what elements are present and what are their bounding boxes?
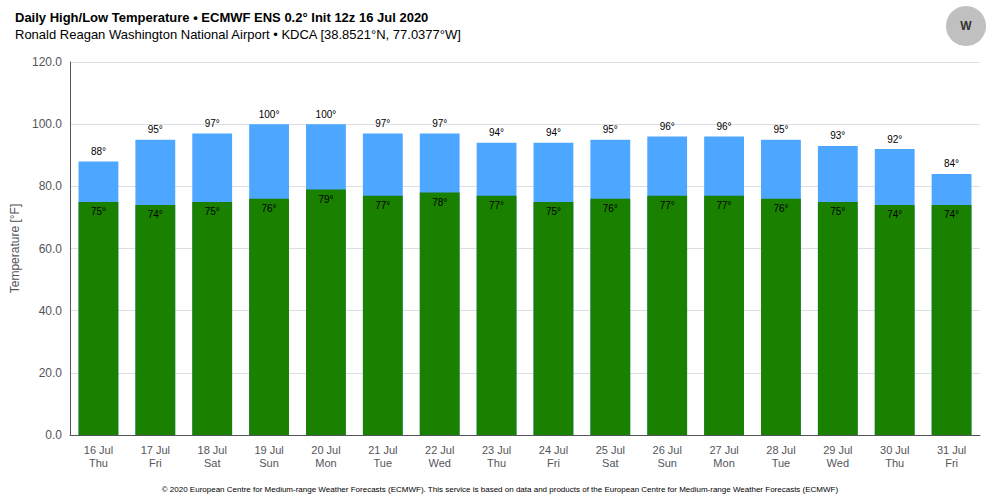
- svg-text:94°: 94°: [489, 127, 504, 138]
- svg-text:Fri: Fri: [547, 457, 560, 469]
- svg-text:40.0: 40.0: [39, 304, 63, 318]
- svg-text:30 Jul: 30 Jul: [880, 444, 909, 456]
- svg-text:92°: 92°: [887, 134, 902, 145]
- svg-text:28 Jul: 28 Jul: [766, 444, 795, 456]
- svg-text:100.0: 100.0: [32, 117, 62, 131]
- svg-text:75°: 75°: [91, 206, 106, 217]
- svg-text:84°: 84°: [944, 158, 959, 169]
- svg-text:Mon: Mon: [713, 457, 734, 469]
- svg-text:75°: 75°: [830, 206, 845, 217]
- svg-text:75°: 75°: [546, 206, 561, 217]
- svg-text:21 Jul: 21 Jul: [368, 444, 397, 456]
- svg-text:97°: 97°: [432, 118, 447, 129]
- svg-text:120.0: 120.0: [32, 55, 62, 69]
- svg-text:97°: 97°: [375, 118, 390, 129]
- svg-text:78°: 78°: [432, 197, 447, 208]
- svg-text:Thu: Thu: [885, 457, 904, 469]
- svg-text:Temperature [°F]: Temperature [°F]: [8, 204, 22, 294]
- svg-text:Mon: Mon: [315, 457, 336, 469]
- svg-text:77°: 77°: [717, 200, 732, 211]
- svg-text:Sat: Sat: [602, 457, 619, 469]
- svg-text:94°: 94°: [546, 127, 561, 138]
- svg-text:77°: 77°: [660, 200, 675, 211]
- svg-text:Ronald Reagan Washington Natio: Ronald Reagan Washington National Airpor…: [15, 27, 461, 42]
- svg-text:77°: 77°: [375, 200, 390, 211]
- svg-text:80.0: 80.0: [39, 179, 63, 193]
- svg-text:100°: 100°: [316, 109, 337, 120]
- svg-text:Fri: Fri: [945, 457, 958, 469]
- svg-text:75°: 75°: [205, 206, 220, 217]
- svg-text:60.0: 60.0: [39, 242, 63, 256]
- svg-text:Sun: Sun: [259, 457, 279, 469]
- svg-text:Thu: Thu: [89, 457, 108, 469]
- svg-text:Fri: Fri: [149, 457, 162, 469]
- svg-text:Wed: Wed: [827, 457, 849, 469]
- svg-text:88°: 88°: [91, 146, 106, 157]
- svg-text:95°: 95°: [773, 124, 788, 135]
- svg-text:27 Jul: 27 Jul: [709, 444, 738, 456]
- svg-text:19 Jul: 19 Jul: [254, 444, 283, 456]
- svg-text:24 Jul: 24 Jul: [539, 444, 568, 456]
- svg-text:93°: 93°: [830, 130, 845, 141]
- svg-text:20.0: 20.0: [39, 366, 63, 380]
- svg-text:Sun: Sun: [657, 457, 677, 469]
- svg-text:100°: 100°: [259, 109, 280, 120]
- svg-text:18 Jul: 18 Jul: [198, 444, 227, 456]
- svg-text:0.0: 0.0: [45, 428, 62, 442]
- svg-text:Tue: Tue: [374, 457, 393, 469]
- svg-text:23 Jul: 23 Jul: [482, 444, 511, 456]
- svg-text:76°: 76°: [603, 203, 618, 214]
- svg-text:77°: 77°: [489, 200, 504, 211]
- svg-text:W: W: [960, 19, 972, 33]
- svg-text:© 2020 European Centre for Med: © 2020 European Centre for Medium-range …: [162, 485, 839, 494]
- svg-text:74°: 74°: [944, 209, 959, 220]
- svg-text:26 Jul: 26 Jul: [653, 444, 682, 456]
- svg-text:96°: 96°: [660, 121, 675, 132]
- svg-text:Sat: Sat: [204, 457, 221, 469]
- svg-text:16 Jul: 16 Jul: [84, 444, 113, 456]
- svg-text:74°: 74°: [148, 209, 163, 220]
- svg-text:97°: 97°: [205, 118, 220, 129]
- svg-text:95°: 95°: [603, 124, 618, 135]
- svg-text:20 Jul: 20 Jul: [311, 444, 340, 456]
- svg-text:31 Jul: 31 Jul: [937, 444, 966, 456]
- svg-text:Daily High/Low Temperature • E: Daily High/Low Temperature • ECMWF ENS 0…: [15, 10, 428, 25]
- svg-text:17 Jul: 17 Jul: [141, 444, 170, 456]
- svg-text:76°: 76°: [262, 203, 277, 214]
- svg-text:79°: 79°: [318, 194, 333, 205]
- svg-text:25 Jul: 25 Jul: [596, 444, 625, 456]
- svg-text:22 Jul: 22 Jul: [425, 444, 454, 456]
- svg-text:Thu: Thu: [487, 457, 506, 469]
- svg-text:76°: 76°: [773, 203, 788, 214]
- svg-text:29 Jul: 29 Jul: [823, 444, 852, 456]
- svg-text:95°: 95°: [148, 124, 163, 135]
- svg-text:96°: 96°: [717, 121, 732, 132]
- svg-text:Tue: Tue: [772, 457, 791, 469]
- svg-text:Wed: Wed: [428, 457, 450, 469]
- svg-text:74°: 74°: [887, 209, 902, 220]
